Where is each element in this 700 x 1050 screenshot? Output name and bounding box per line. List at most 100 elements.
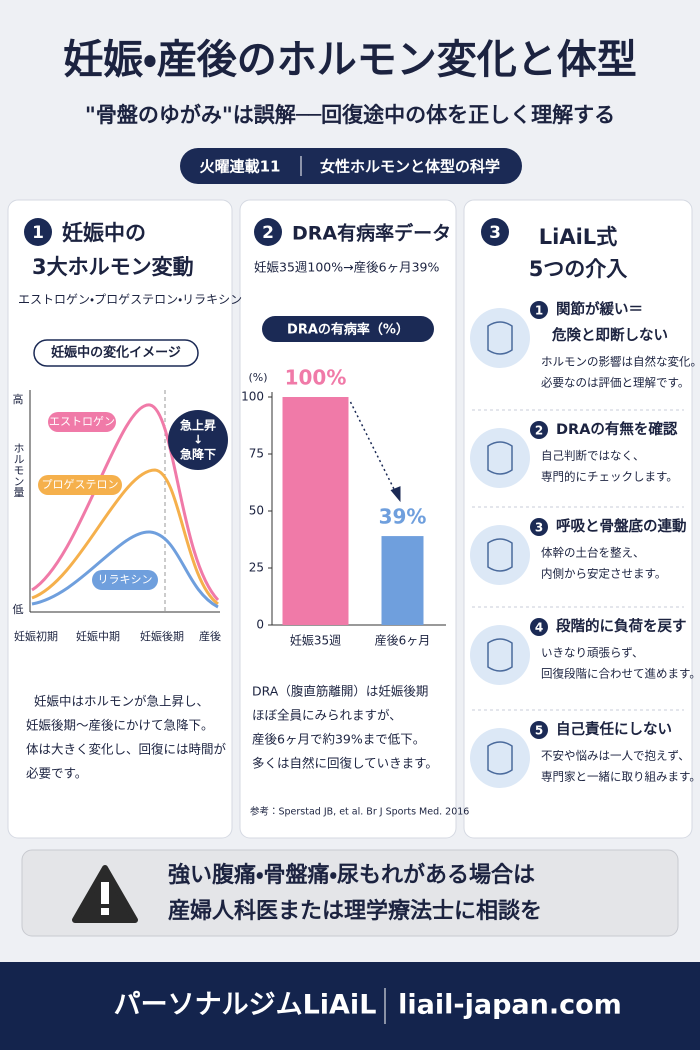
warning-icon — [101, 882, 109, 904]
number-badge — [530, 721, 548, 739]
number-badge — [530, 421, 548, 439]
item-title: 呼吸と骨盤底の連動 — [556, 517, 687, 535]
panel-title: 3大ホルモン変動 — [32, 255, 194, 279]
item-body: 必要なのは評価と理解です。 — [541, 376, 689, 390]
y-tick-label: 25 — [249, 561, 264, 575]
body-text: 妊娠中はホルモンが急上昇し、 — [34, 694, 209, 709]
number-badge — [530, 518, 548, 536]
panel-subtitle: 妊娠35週100%→産後6ヶ月39% — [254, 260, 439, 275]
body-text: 必要です。 — [26, 766, 87, 781]
y-label: 低 — [13, 603, 24, 616]
chart-title-pill — [262, 316, 434, 342]
item-body: 回復段階に合わせて進めます。 — [541, 667, 700, 681]
item-title: 段階的に負荷を戻す — [556, 617, 687, 635]
chart-label: 妊娠中の変化イメージ — [51, 345, 181, 361]
panel-title: 妊娠中の — [62, 221, 146, 245]
bar — [381, 536, 424, 625]
y-tick-label: 75 — [249, 447, 264, 461]
curve-label: プロゲステロン — [42, 478, 119, 491]
curve-label: リラキシン — [98, 573, 153, 586]
body-text: 体は大きく変化し、回復には時間が — [26, 742, 227, 757]
number: 1 — [32, 223, 44, 243]
item-icon — [470, 525, 530, 585]
item-title: 危険と即断しない — [552, 326, 668, 344]
item-body: いきなり頑張らず、 — [541, 646, 643, 660]
trend-arrow-head — [390, 486, 401, 503]
number: 4 — [535, 621, 543, 635]
item-body: 専門的にチェックします。 — [541, 470, 678, 484]
item-icon-glyph — [487, 538, 513, 572]
value-label: 39% — [379, 505, 427, 529]
curve — [31, 468, 219, 606]
y-tick-label: 100 — [241, 390, 264, 404]
item-body: 不安や悩みは一人で抱えず、 — [541, 749, 690, 763]
y-unit: (%) — [248, 371, 267, 384]
curve-pill — [48, 412, 116, 432]
x-tick-label: 産後6ヶ月 — [375, 634, 431, 648]
item-body: 内側から安定させます。 — [541, 567, 666, 581]
body-text: 産後6ヶ月で約39%まで低下。 — [252, 732, 425, 747]
panel-subtitle: エストロゲン・プロゲステロン・リラキシン — [18, 293, 242, 307]
footer-brand: パーソナルジムLiAiL — [114, 990, 377, 1021]
item-body: ホルモンの影響は自然な変化。 — [541, 355, 700, 369]
item-title: 自己責任にしない — [556, 720, 672, 738]
body-text: DRA（腹直筋離開）は妊娠後期 — [252, 684, 428, 699]
curve-label: エストロゲン — [49, 415, 115, 428]
y-label: 高 — [13, 392, 24, 406]
x-label: 妊娠初期 — [14, 629, 58, 643]
item-icon — [470, 428, 530, 488]
panel-title: LiAiL式 — [539, 225, 617, 249]
number-badge — [481, 218, 509, 246]
badge-text: 女性ホルモンと体型の科学 — [320, 158, 500, 176]
body-text: ほぼ全員にみられますが、 — [252, 708, 402, 723]
x-label: 妊娠中期 — [76, 629, 120, 643]
curve-pill — [92, 570, 158, 590]
x-tick-label: 妊娠35週 — [290, 634, 341, 648]
curve — [31, 403, 220, 602]
chart-label-pill — [33, 339, 199, 367]
subtitle: "骨盤のゆがみ"は誤解──回復途中の体を正しく理解する — [85, 103, 615, 127]
item-icon-glyph — [487, 441, 513, 475]
warning-text: 産婦人科医または理学療法士に相談を — [168, 898, 542, 924]
number: 5 — [535, 724, 543, 738]
number-badge — [24, 218, 52, 246]
item-body: 自己判断ではなく、 — [541, 449, 645, 463]
panel — [463, 199, 693, 839]
item-icon — [470, 625, 530, 685]
body-text: 多くは自然に回復していきます。 — [252, 756, 438, 771]
footer — [0, 962, 700, 1050]
badge-text: 火曜連載11 — [200, 158, 281, 176]
number-badge — [254, 218, 282, 246]
curve — [31, 530, 219, 609]
y-label: ホルモン量 — [12, 442, 25, 497]
number: 2 — [262, 223, 274, 243]
item-icon — [470, 728, 530, 788]
chart-title: DRAの有病率（%） — [287, 322, 409, 338]
callout-text: ↓ — [193, 433, 203, 447]
body-text: 妊娠後期〜産後にかけて急降下。 — [26, 718, 214, 733]
value-label: 100% — [285, 366, 347, 390]
callout-text: 急上昇 — [180, 418, 216, 433]
number-badge — [530, 301, 548, 319]
number: 3 — [535, 521, 543, 535]
item-title: 関節が緩い＝ — [556, 300, 643, 318]
panel-title: DRA有病率データ — [292, 222, 451, 245]
item-icon-glyph — [487, 321, 513, 355]
y-tick-label: 0 — [256, 618, 264, 632]
warning-box — [21, 849, 679, 937]
warning-text: 強い腹痛・骨盤痛・尿もれがある場合は — [168, 862, 535, 888]
number: 3 — [489, 223, 501, 243]
reference: 参考：Sperstad JB, et al. Br J Sports Med. … — [250, 806, 469, 818]
panel-title: 5つの介入 — [529, 257, 628, 281]
x-label: 産後 — [199, 629, 221, 643]
curve-pill — [38, 475, 122, 495]
number: 2 — [535, 424, 543, 438]
warning-icon — [101, 908, 109, 915]
item-icon-glyph — [487, 638, 513, 672]
item-title: DRAの有無を確認 — [556, 420, 678, 438]
x-label: 妊娠後期 — [140, 629, 184, 643]
callout — [168, 410, 228, 470]
bar — [282, 397, 349, 625]
